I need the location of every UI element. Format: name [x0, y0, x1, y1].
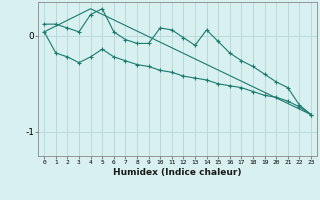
X-axis label: Humidex (Indice chaleur): Humidex (Indice chaleur)	[113, 168, 242, 177]
